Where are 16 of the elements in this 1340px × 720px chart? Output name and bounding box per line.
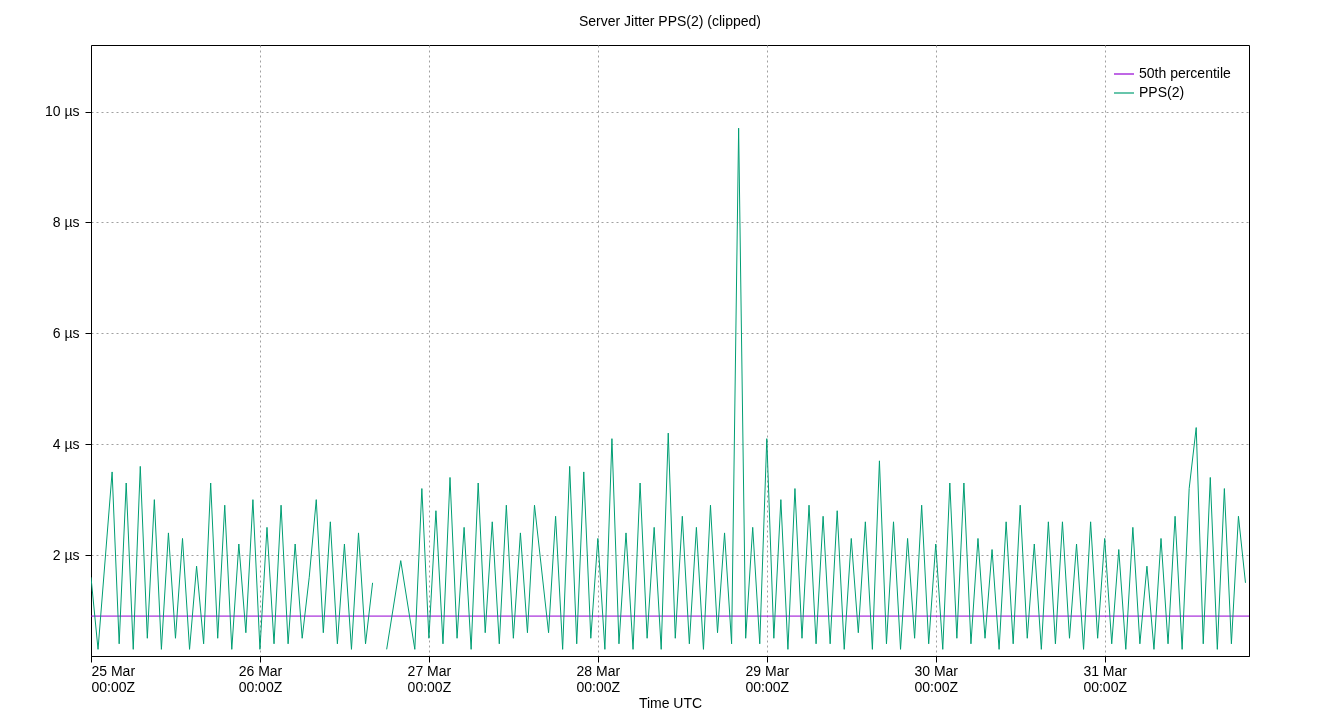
y-tick-label: 2 µs [52, 546, 80, 563]
x-tick-label: 30 Mar 00:00Z [914, 662, 959, 695]
y-tick-label: 8 µs [52, 213, 80, 230]
y-tick-label: 10 µs [44, 103, 80, 120]
x-axis-title: Time UTC [638, 694, 703, 711]
chart-title: Server Jitter PPS(2) (clipped) [578, 13, 762, 29]
x-tick-label: 26 Mar 00:00Z [238, 662, 283, 695]
x-tick-label: 27 Mar 00:00Z [407, 662, 452, 695]
x-tick-label: 25 Mar 00:00Z [91, 662, 136, 695]
legend-label: 50th percentile [1139, 65, 1232, 81]
x-tick-label: 31 Mar 00:00Z [1083, 662, 1128, 695]
y-tick-label: 6 µs [52, 324, 80, 341]
x-tick-label: 29 Mar 00:00Z [745, 662, 790, 695]
y-tick-label: 4 µs [52, 435, 80, 452]
x-tick-label: 28 Mar 00:00Z [576, 662, 621, 695]
legend-label: PPS(2) [1139, 84, 1185, 100]
